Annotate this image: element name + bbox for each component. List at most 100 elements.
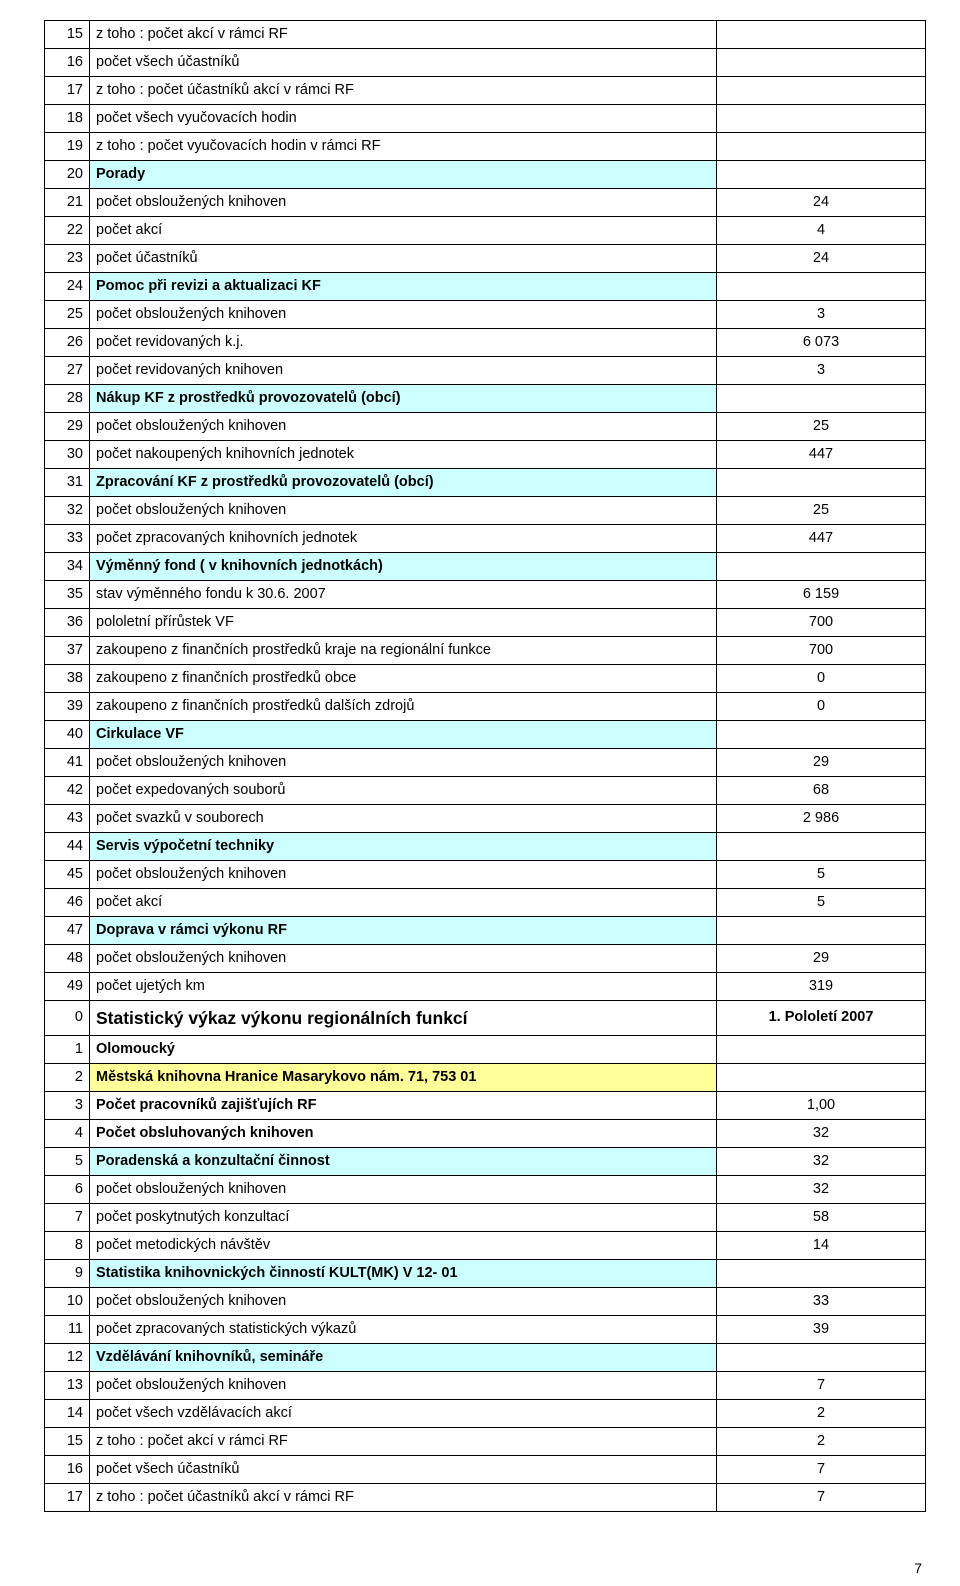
row-label: zakoupeno z finančních prostředků obce: [90, 665, 717, 693]
row-label: počet nakoupených knihovních jednotek: [90, 441, 717, 469]
row-value: [717, 1064, 926, 1092]
row-label: počet poskytnutých konzultací: [90, 1204, 717, 1232]
row-number: 14: [45, 1400, 90, 1428]
table-row: 44Servis výpočetní techniky: [45, 833, 926, 861]
row-value: 447: [717, 525, 926, 553]
row-value: 32: [717, 1148, 926, 1176]
row-label: počet zpracovaných knihovních jednotek: [90, 525, 717, 553]
table-row: 26počet revidovaných k.j.6 073: [45, 329, 926, 357]
row-label: Poradenská a konzultační činnost: [90, 1148, 717, 1176]
table-row: 7počet poskytnutých konzultací58: [45, 1204, 926, 1232]
row-number: 25: [45, 301, 90, 329]
row-value: 0: [717, 693, 926, 721]
row-value: [717, 77, 926, 105]
row-number: 13: [45, 1372, 90, 1400]
row-value: 29: [717, 749, 926, 777]
table-row: 37zakoupeno z finančních prostředků kraj…: [45, 637, 926, 665]
row-label: z toho : počet vyučovacích hodin v rámci…: [90, 133, 717, 161]
table-row: 46počet akcí5: [45, 889, 926, 917]
row-number: 36: [45, 609, 90, 637]
table-row: 31Zpracování KF z prostředků provozovate…: [45, 469, 926, 497]
row-number: 17: [45, 1484, 90, 1512]
row-label: Počet pracovníků zajišťujích RF: [90, 1092, 717, 1120]
table-row: 3Počet pracovníků zajišťujích RF1,00: [45, 1092, 926, 1120]
row-value: 7: [717, 1372, 926, 1400]
row-label: Statistický výkaz výkonu regionálních fu…: [90, 1001, 717, 1036]
row-value: 2: [717, 1400, 926, 1428]
table-row: 0Statistický výkaz výkonu regionálních f…: [45, 1001, 926, 1036]
row-value: 3: [717, 301, 926, 329]
table-row: 9Statistika knihovnických činností KULT(…: [45, 1260, 926, 1288]
row-number: 20: [45, 161, 90, 189]
row-label: počet všech účastníků: [90, 49, 717, 77]
row-value: 32: [717, 1176, 926, 1204]
table-row: 20Porady: [45, 161, 926, 189]
row-label: počet zpracovaných statistických výkazů: [90, 1316, 717, 1344]
row-label: počet všech vyučovacích hodin: [90, 105, 717, 133]
table-row: 45počet obsloužených knihoven5: [45, 861, 926, 889]
row-number: 30: [45, 441, 90, 469]
table-row: 47Doprava v rámci výkonu RF: [45, 917, 926, 945]
row-number: 39: [45, 693, 90, 721]
row-value: 7: [717, 1484, 926, 1512]
row-label: počet všech vzdělávacích akcí: [90, 1400, 717, 1428]
row-value: 14: [717, 1232, 926, 1260]
row-number: 43: [45, 805, 90, 833]
row-label: počet obsloužených knihoven: [90, 1176, 717, 1204]
row-number: 29: [45, 413, 90, 441]
row-value: [717, 833, 926, 861]
table-row: 15z toho : počet akcí v rámci RF2: [45, 1428, 926, 1456]
row-number: 35: [45, 581, 90, 609]
row-number: 22: [45, 217, 90, 245]
row-number: 18: [45, 105, 90, 133]
row-label: počet obsloužených knihoven: [90, 301, 717, 329]
row-label: Vzdělávání knihovníků, semináře: [90, 1344, 717, 1372]
table-row: 18počet všech vyučovacích hodin: [45, 105, 926, 133]
row-value: 5: [717, 861, 926, 889]
row-value: 0: [717, 665, 926, 693]
row-label: z toho : počet akcí v rámci RF: [90, 1428, 717, 1456]
table-row: 16počet všech účastníků7: [45, 1456, 926, 1484]
row-value: 39: [717, 1316, 926, 1344]
table-row: 32počet obsloužených knihoven25: [45, 497, 926, 525]
row-number: 27: [45, 357, 90, 385]
row-value: 25: [717, 497, 926, 525]
row-number: 49: [45, 973, 90, 1001]
row-value: 1. Pololetí 2007: [717, 1001, 926, 1036]
row-label: Zpracování KF z prostředků provozovatelů…: [90, 469, 717, 497]
row-value: 33: [717, 1288, 926, 1316]
row-label: z toho : počet účastníků akcí v rámci RF: [90, 1484, 717, 1512]
row-value: [717, 1260, 926, 1288]
row-label: počet ujetých km: [90, 973, 717, 1001]
row-number: 0: [45, 1001, 90, 1036]
row-number: 7: [45, 1204, 90, 1232]
row-number: 8: [45, 1232, 90, 1260]
row-number: 9: [45, 1260, 90, 1288]
row-number: 37: [45, 637, 90, 665]
row-label: počet svazků v souborech: [90, 805, 717, 833]
row-number: 41: [45, 749, 90, 777]
table-row: 16počet všech účastníků: [45, 49, 926, 77]
row-value: 24: [717, 189, 926, 217]
row-label: počet revidovaných knihoven: [90, 357, 717, 385]
row-number: 47: [45, 917, 90, 945]
row-number: 6: [45, 1176, 90, 1204]
row-label: počet obsloužených knihoven: [90, 413, 717, 441]
row-value: [717, 917, 926, 945]
row-number: 2: [45, 1064, 90, 1092]
row-label: z toho : počet akcí v rámci RF: [90, 21, 717, 49]
row-number: 16: [45, 49, 90, 77]
row-label: Cirkulace VF: [90, 721, 717, 749]
row-label: Výměnný fond ( v knihovních jednotkách): [90, 553, 717, 581]
table-row: 13počet obsloužených knihoven7: [45, 1372, 926, 1400]
row-number: 5: [45, 1148, 90, 1176]
table-row: 42počet expedovaných souborů68: [45, 777, 926, 805]
table-row: 14počet všech vzdělávacích akcí2: [45, 1400, 926, 1428]
row-number: 4: [45, 1120, 90, 1148]
table-row: 10počet obsloužených knihoven33: [45, 1288, 926, 1316]
row-number: 45: [45, 861, 90, 889]
table-row: 8počet metodických návštěv14: [45, 1232, 926, 1260]
table-row: 29počet obsloužených knihoven25: [45, 413, 926, 441]
row-label: Městská knihovna Hranice Masarykovo nám.…: [90, 1064, 717, 1092]
row-number: 11: [45, 1316, 90, 1344]
